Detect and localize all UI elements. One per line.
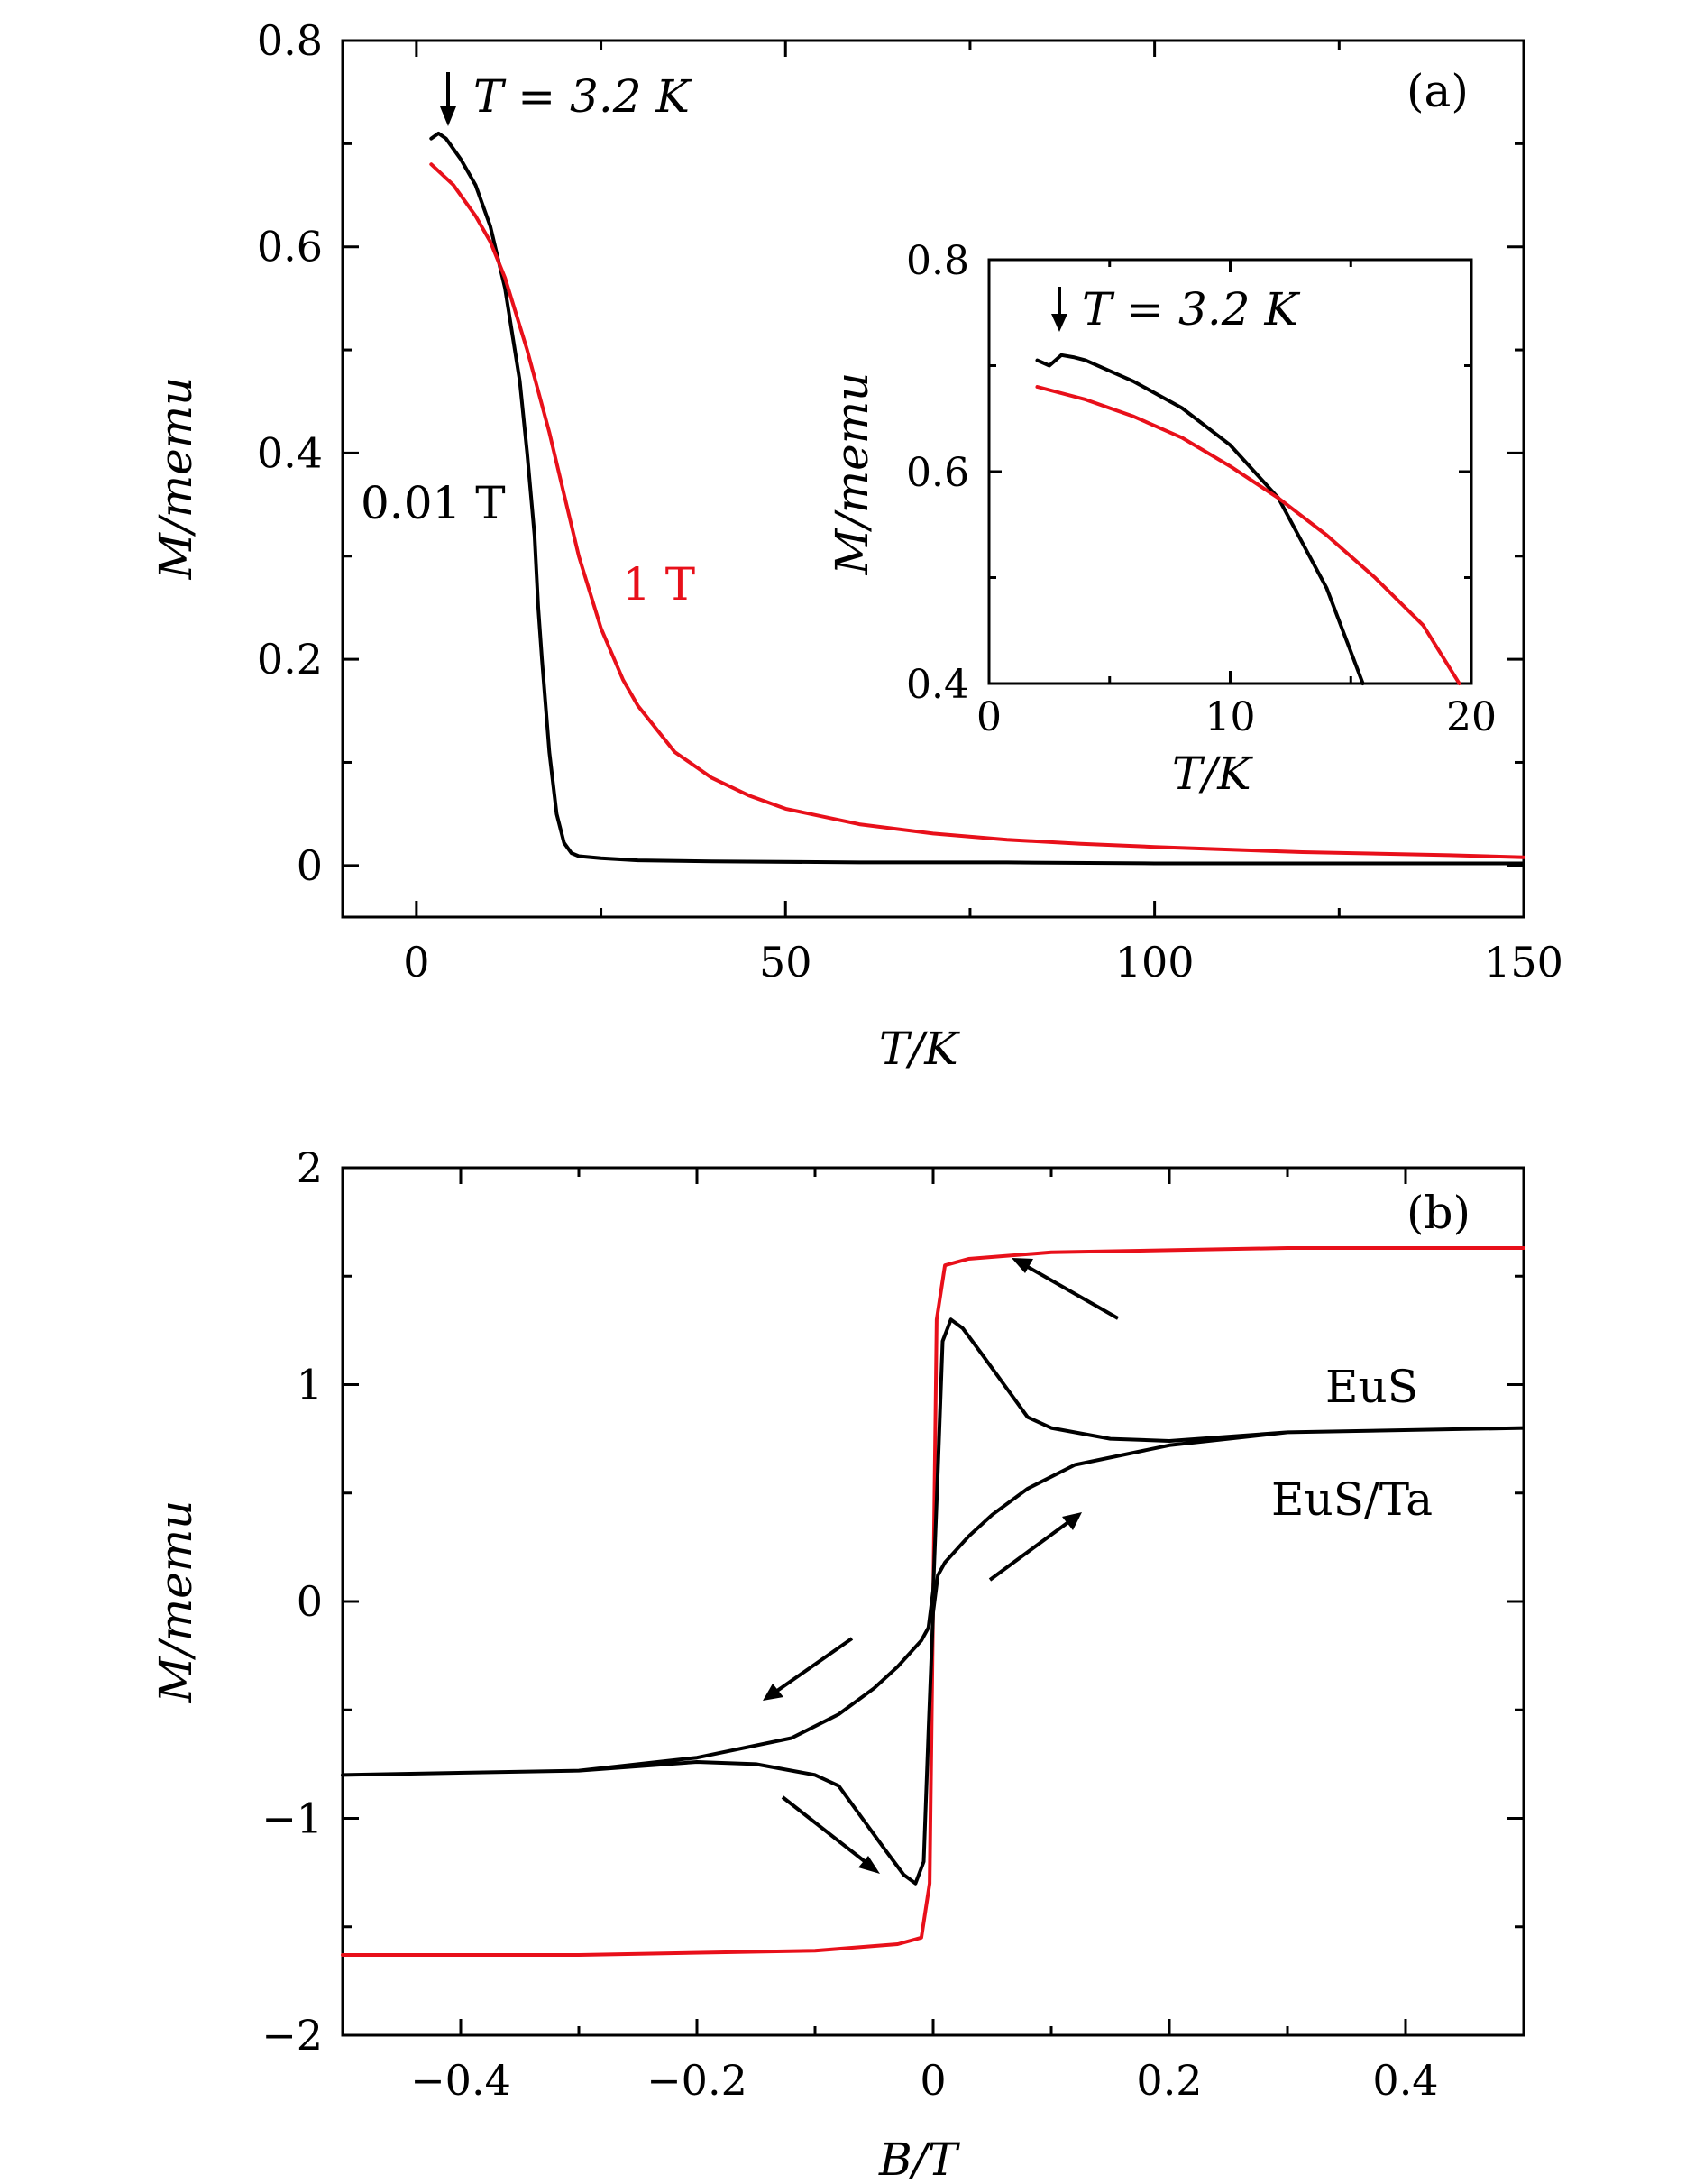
panel-a-frame — [341, 39, 1525, 919]
inset-background — [989, 260, 1471, 684]
label-1T: 1 T — [622, 558, 695, 610]
panel-b-xtick-label: 0.4 — [1372, 2056, 1438, 2105]
inset-ytick-label: 0.6 — [906, 450, 969, 496]
panel-a-ytick-label: 0.4 — [257, 428, 323, 477]
panel-a-xtick-label: 50 — [759, 938, 812, 986]
panel-a-series-1-t — [429, 162, 1525, 859]
panel-b-ytick-label: −2 — [261, 2011, 323, 2060]
panel-a-arrow — [440, 72, 456, 126]
panel-b-chart: −0.4 −0.2 0 0.2 0.4 −2 −1 0 1 2 (b) EuS EuS/Ta B/… — [150, 1143, 1525, 2184]
panel-b-ytick-label: 0 — [297, 1577, 323, 1626]
inset-axes: 0 10 20 0.4 0.6 0.8 — [906, 238, 1497, 740]
panel-a-ytick-label: 0.2 — [257, 635, 323, 684]
panel-a-ylabel: M/memu — [150, 377, 202, 581]
panel-a-ytick-label: 0 — [297, 841, 323, 890]
inset-ytick-label: 0.4 — [906, 662, 969, 708]
inset-arrow — [1051, 287, 1067, 332]
panel-b-ytick-label: 2 — [297, 1143, 323, 1192]
inset-arrow-label: T = 3.2 K — [1082, 283, 1300, 335]
panel-a-series-0-01-t — [429, 131, 1525, 866]
panel-a-arrow-label: T = 3.2 K — [473, 70, 692, 123]
inset-series — [1035, 353, 1461, 685]
label-eus: EuS — [1325, 1361, 1418, 1413]
sweep-arrow-lower-left — [763, 1637, 854, 1701]
panel-b-xtick-label: −0.2 — [646, 2056, 747, 2105]
panel-a-xtick-label: 0 — [403, 938, 429, 986]
panel-b-series — [341, 1246, 1525, 1957]
sweep-arrow-top — [1012, 1258, 1119, 1320]
inset-ylabel: M/memu — [826, 372, 878, 576]
panel-b-tag: (b) — [1406, 1187, 1470, 1239]
panel-b-xlabel: B/T — [878, 2134, 961, 2184]
panel-b-ylabel: M/memu — [150, 1500, 202, 1704]
sweep-arrow-bottom — [781, 1795, 880, 1874]
panel-b-series-eus-ta — [341, 1317, 1525, 1886]
panel-a-series — [429, 131, 1525, 866]
panel-a-xtick-label: 150 — [1484, 938, 1563, 986]
inset-series-1-t — [1035, 385, 1461, 685]
inset-xtick-label: 10 — [1205, 694, 1256, 740]
inset-series-0-01-t — [1035, 353, 1365, 685]
panel-a-tag: (a) — [1406, 65, 1469, 117]
panel-b-xtick-label: 0.2 — [1136, 2056, 1202, 2105]
panel-b-xtick-label: 0 — [920, 2056, 946, 2105]
sweep-arrow-upper-right — [988, 1512, 1082, 1582]
panel-b-axes: −0.4 −0.2 0 0.2 0.4 −2 −1 0 1 2 — [261, 1143, 1524, 2105]
label-eus-ta: EuS/Ta — [1271, 1473, 1433, 1526]
panel-a-ytick-label: 0.6 — [257, 223, 323, 271]
inset-ytick-label: 0.8 — [906, 238, 969, 284]
inset-xtick-label: 0 — [976, 694, 1002, 740]
panel-a-inset: 0 10 20 0.4 0.6 0.8 T = 3.2 K T/K M/memu — [826, 238, 1497, 800]
panel-a-xtick-label: 100 — [1115, 938, 1195, 986]
inset-xtick-label: 20 — [1446, 694, 1497, 740]
panel-a-ytick-label: 0.8 — [257, 16, 323, 65]
inset-xlabel: T/K — [1172, 748, 1253, 800]
panel-b-ytick-label: −1 — [261, 1794, 323, 1843]
panel-b-ytick-label: 1 — [297, 1361, 323, 1409]
panel-b-xtick-label: −0.4 — [410, 2056, 511, 2105]
panel-a-xlabel: T/K — [879, 1023, 960, 1075]
label-0.01T: 0.01 T — [361, 477, 506, 529]
